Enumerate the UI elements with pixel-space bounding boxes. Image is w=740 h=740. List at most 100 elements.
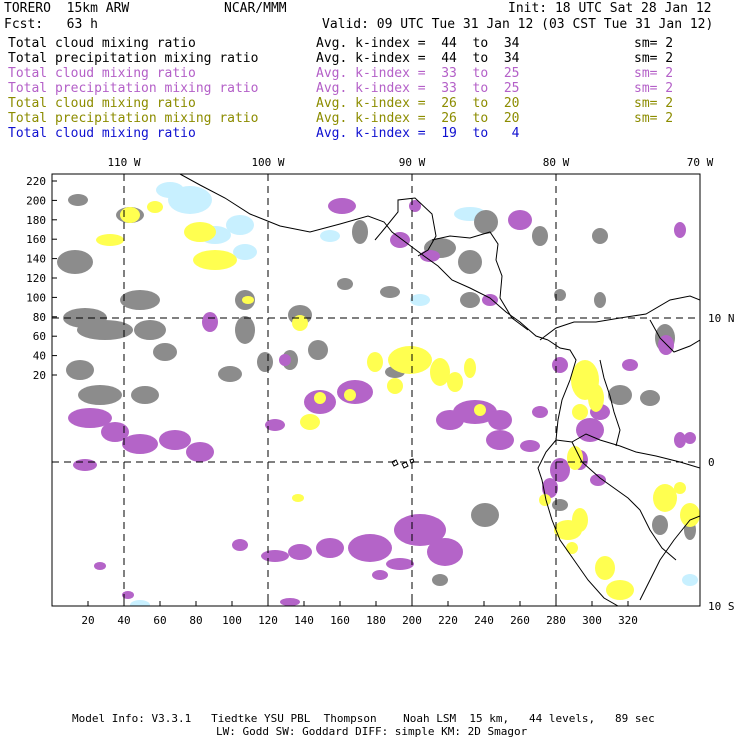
- legend-field-1: Total precipitation mixing ratio: [8, 51, 259, 66]
- lightblue-field-region-7: [410, 294, 430, 306]
- purple-field-region-5: [73, 459, 97, 471]
- lightblue-field-region-3: [233, 244, 257, 260]
- legend-field-5: Total precipitation mixing ratio: [8, 111, 259, 126]
- yellow-field-region-9: [447, 372, 463, 392]
- yellow-field-region-23: [595, 556, 615, 580]
- gray-field-region-6: [66, 360, 94, 380]
- yellow-field-region-15: [474, 404, 486, 416]
- lon-label-0: 110 W: [107, 156, 140, 169]
- galapagos-islands: [391, 458, 415, 469]
- yellow-field-region-26: [680, 503, 700, 527]
- model-info-line1: Model Info: V3.3.1 Tiedtke YSU PBL Thomp…: [72, 712, 655, 725]
- y-tick-label-8: 60: [33, 330, 46, 343]
- x-tick-label-2: 60: [153, 614, 166, 627]
- y-tick-label-2: 180: [26, 214, 46, 227]
- axis-labels: 110 W 100 W 90 W 80 W 70 W 10 N 0 10 S 220 200 180…: [26, 156, 734, 627]
- legend-field-0: Total cloud mixing ratio: [8, 36, 196, 51]
- legend-kindex-4: Avg. k-index = 26 to 20: [316, 96, 520, 111]
- axis-ticks: [52, 180, 629, 606]
- gray-field-region-26: [471, 503, 499, 527]
- coastline-south-america-west: [537, 339, 619, 606]
- purple-field-region-25: [576, 418, 604, 442]
- y-tick-label-10: 20: [33, 369, 46, 382]
- gray-field-region-28: [552, 499, 568, 511]
- purple-field-region-4: [186, 442, 214, 462]
- legend-smoothing-4: sm= 2: [634, 96, 674, 111]
- border-colombia-ecuador: [555, 433, 700, 469]
- gray-field-region-25: [460, 292, 480, 308]
- purple-field-region-15: [394, 514, 446, 546]
- purple-field-region-16: [427, 538, 463, 566]
- yellow-field-region-25: [653, 484, 677, 512]
- yellow-field-region-18: [572, 404, 588, 420]
- gray-field-region-4: [134, 320, 166, 340]
- gray-field-region-8: [131, 386, 159, 404]
- x-tick-label-15: 320: [618, 614, 638, 627]
- gray-field-region-16: [352, 220, 368, 244]
- gray-field-region-10: [235, 316, 255, 344]
- y-tick-label-1: 200: [26, 194, 46, 207]
- purple-field-region-21: [386, 558, 414, 570]
- lightblue-field-region-8: [682, 574, 698, 586]
- purple-field-region-35: [328, 198, 356, 214]
- purple-field-region-28: [590, 474, 606, 486]
- purple-field-region-33: [202, 312, 218, 332]
- lon-label-1: 100 W: [251, 156, 284, 169]
- gray-field-region-0: [57, 250, 93, 274]
- purple-field-region-18: [288, 544, 312, 560]
- y-tick-label-9: 40: [33, 350, 46, 363]
- purple-field-region-32: [532, 406, 548, 418]
- gray-field-region-18: [380, 286, 400, 298]
- valid-time: Valid: 09 UTC Tue 31 Jan 12 (03 CST Tue …: [322, 17, 714, 32]
- yellow-field-region-19: [567, 446, 583, 470]
- purple-field-region-19: [261, 550, 289, 562]
- gray-field-region-22: [532, 226, 548, 246]
- x-tick-label-4: 100: [222, 614, 242, 627]
- gray-field-region-37: [68, 194, 88, 206]
- y-tick-label-0: 220: [26, 175, 46, 188]
- legend-kindex-2: Avg. k-index = 33 to 25: [316, 66, 520, 81]
- gray-field-region-27: [432, 574, 448, 586]
- lat-label-0: 10 N: [708, 312, 735, 325]
- yellow-field-region-28: [539, 494, 551, 506]
- purple-field-region-11: [488, 410, 512, 430]
- yellow-field-region-30: [242, 296, 254, 304]
- gray-field-region-7: [78, 385, 122, 405]
- yellow-field-region-8: [430, 358, 450, 386]
- y-tick-label-3: 160: [26, 233, 46, 246]
- border-colombia-venezuela: [599, 359, 621, 447]
- y-tick-label-4: 140: [26, 253, 46, 266]
- yellow-field-region-13: [314, 392, 326, 404]
- purple-field-region-8: [265, 419, 285, 431]
- lon-label-4: 70 W: [687, 156, 714, 169]
- purple-field-region-22: [372, 570, 388, 580]
- gray-field-region-3: [120, 290, 160, 310]
- gray-field-region-34: [594, 292, 606, 308]
- purple-field-region-44: [280, 598, 300, 606]
- x-tick-label-0: 20: [81, 614, 94, 627]
- x-tick-label-12: 260: [510, 614, 530, 627]
- organization-label: NCAR/MMM: [224, 1, 287, 16]
- yellow-field-region-27: [674, 482, 686, 494]
- yellow-field-region-5: [292, 315, 308, 331]
- purple-field-region-31: [684, 432, 696, 444]
- lat-label-1: 0: [708, 456, 715, 469]
- lat-lon-grid: [52, 174, 700, 606]
- purple-field-region-37: [420, 250, 440, 262]
- yellow-field-region-24: [606, 580, 634, 600]
- x-tick-label-14: 300: [582, 614, 602, 627]
- y-tick-label-5: 120: [26, 272, 46, 285]
- x-tick-label-1: 40: [117, 614, 130, 627]
- legend-smoothing-1: sm= 2: [634, 51, 674, 66]
- x-tick-label-10: 220: [438, 614, 458, 627]
- init-time: Init: 18 UTC Sat 28 Jan 12: [508, 1, 712, 16]
- purple-field-region-40: [482, 294, 498, 306]
- x-tick-label-9: 200: [402, 614, 422, 627]
- border-bolivia: [639, 515, 700, 601]
- purple-field-region-45: [122, 591, 134, 599]
- gray-field-region-30: [640, 390, 660, 406]
- lat-label-2: 10 S: [708, 600, 735, 613]
- yellow-field-region-17: [588, 384, 604, 412]
- purple-field-region-13: [520, 440, 540, 452]
